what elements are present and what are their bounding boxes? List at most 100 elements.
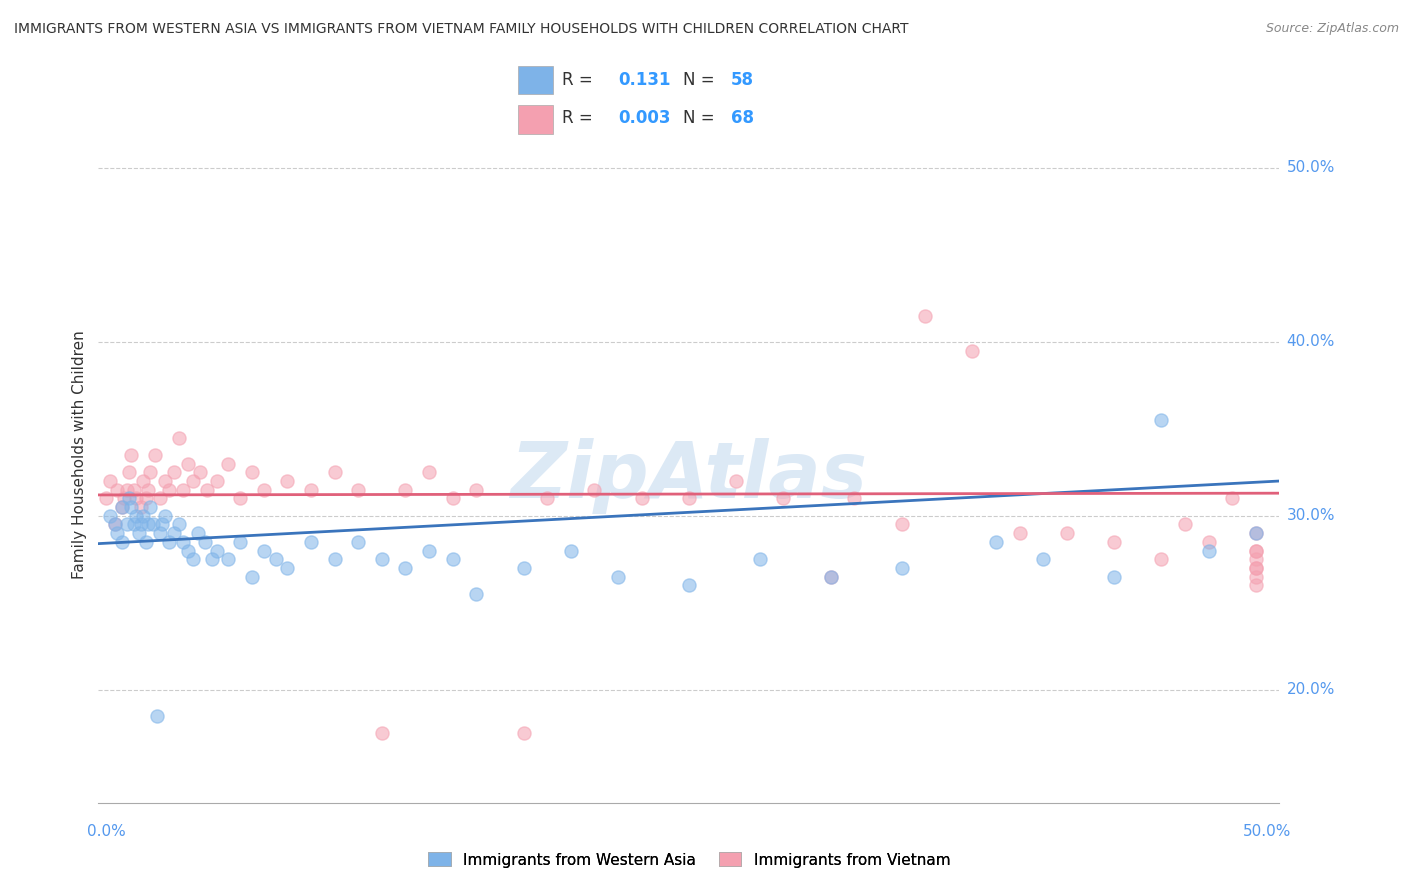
Text: 0.003: 0.003 — [619, 109, 671, 128]
Point — [1008, 526, 1031, 541]
Point — [276, 474, 298, 488]
Point — [118, 466, 141, 480]
Point — [962, 343, 984, 358]
Point — [820, 570, 842, 584]
Point — [125, 491, 148, 506]
Point — [139, 466, 162, 480]
Point — [1102, 570, 1125, 584]
Point — [1244, 561, 1267, 575]
Point — [264, 552, 287, 566]
Text: 0.131: 0.131 — [619, 71, 671, 89]
Point — [122, 517, 145, 532]
Point — [607, 570, 630, 584]
Point — [111, 500, 134, 514]
Point — [240, 570, 263, 584]
Point — [418, 466, 440, 480]
Point — [115, 483, 138, 497]
Point — [177, 457, 200, 471]
Point — [98, 508, 121, 523]
Point — [143, 448, 166, 462]
Point — [125, 508, 148, 523]
Text: 0.0%: 0.0% — [87, 823, 125, 838]
Text: N =: N = — [683, 109, 714, 128]
Point — [465, 483, 488, 497]
Point — [135, 491, 157, 506]
Point — [560, 543, 582, 558]
Point — [153, 508, 176, 523]
Point — [187, 526, 209, 541]
Point — [205, 543, 228, 558]
Text: IMMIGRANTS FROM WESTERN ASIA VS IMMIGRANTS FROM VIETNAM FAMILY HOUSEHOLDS WITH C: IMMIGRANTS FROM WESTERN ASIA VS IMMIGRAN… — [14, 22, 908, 37]
Point — [253, 543, 276, 558]
Point — [512, 561, 534, 575]
Point — [128, 526, 150, 541]
Point — [890, 517, 912, 532]
Point — [115, 517, 138, 532]
Point — [630, 491, 652, 506]
Point — [347, 483, 370, 497]
Text: Source: ZipAtlas.com: Source: ZipAtlas.com — [1265, 22, 1399, 36]
FancyBboxPatch shape — [517, 105, 554, 134]
Text: 40.0%: 40.0% — [1286, 334, 1334, 350]
Text: 50.0%: 50.0% — [1243, 823, 1291, 838]
Point — [1244, 578, 1267, 592]
Point — [129, 500, 152, 514]
Point — [121, 500, 143, 514]
Point — [195, 483, 218, 497]
Point — [253, 483, 276, 497]
Point — [394, 483, 416, 497]
Text: 68: 68 — [731, 109, 754, 128]
Point — [94, 491, 117, 506]
Point — [149, 491, 172, 506]
Point — [772, 491, 794, 506]
Point — [163, 466, 186, 480]
Point — [111, 500, 134, 514]
Point — [132, 508, 155, 523]
Text: 30.0%: 30.0% — [1286, 508, 1334, 524]
Point — [157, 535, 180, 549]
Point — [181, 552, 204, 566]
Point — [150, 517, 173, 532]
Point — [748, 552, 770, 566]
Point — [1150, 413, 1173, 427]
Point — [1220, 491, 1243, 506]
Point — [136, 517, 159, 532]
Point — [371, 726, 394, 740]
Text: N =: N = — [683, 71, 714, 89]
Point — [1056, 526, 1078, 541]
Point — [1244, 561, 1267, 575]
Point — [394, 561, 416, 575]
Point — [98, 474, 121, 488]
Point — [323, 552, 346, 566]
Point — [205, 474, 228, 488]
Point — [1198, 535, 1220, 549]
Point — [465, 587, 488, 601]
Point — [146, 708, 169, 723]
Point — [725, 474, 748, 488]
Point — [844, 491, 866, 506]
Point — [1244, 570, 1267, 584]
Text: R =: R = — [562, 109, 593, 128]
Point — [188, 466, 211, 480]
Point — [441, 552, 464, 566]
Point — [139, 500, 162, 514]
Point — [129, 517, 152, 532]
Point — [820, 570, 842, 584]
Point — [153, 474, 176, 488]
Point — [142, 517, 165, 532]
Point — [536, 491, 558, 506]
Text: R =: R = — [562, 71, 599, 89]
Point — [371, 552, 394, 566]
Point — [105, 483, 128, 497]
Point — [299, 483, 322, 497]
Point — [347, 535, 370, 549]
Point — [441, 491, 464, 506]
Point — [181, 474, 204, 488]
Point — [1174, 517, 1197, 532]
Point — [678, 491, 700, 506]
Point — [299, 535, 322, 549]
Point — [1244, 543, 1267, 558]
Point — [229, 535, 252, 549]
Point — [105, 526, 128, 541]
Text: 20.0%: 20.0% — [1286, 682, 1334, 698]
